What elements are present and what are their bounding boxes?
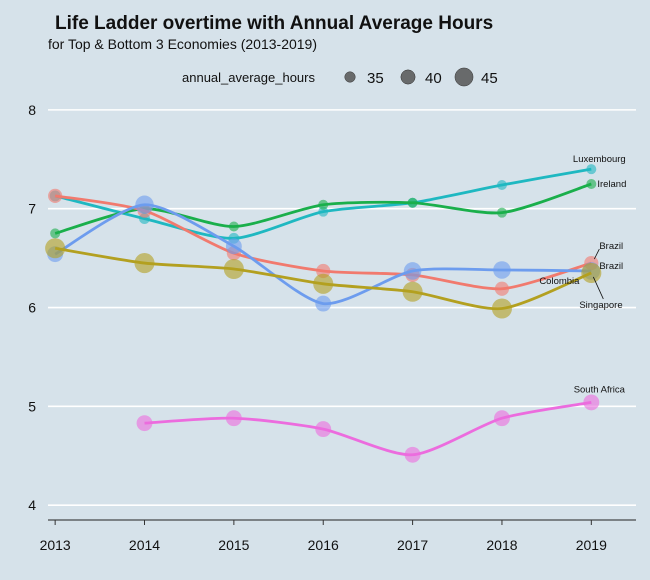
y-tick-label: 6 [28,300,36,316]
x-tick-label: 2013 [40,537,71,553]
legend-label: 40 [425,70,442,87]
x-tick-label: 2018 [486,537,517,553]
data-point [404,446,421,463]
data-point [313,273,334,294]
data-point [45,238,66,259]
annotation-label: Brazil [599,241,623,252]
legend-label: 35 [367,70,384,87]
data-point [586,179,597,189]
series-line-5 [144,401,592,457]
annotation-label: Ireland [597,179,626,190]
data-point [581,262,602,283]
data-point [496,179,507,190]
y-tick-label: 4 [28,497,36,513]
annotation-label: Brazil [599,261,623,272]
data-point [136,415,153,432]
y-tick-label: 7 [28,201,36,217]
data-point [225,238,242,255]
annotation-label: South Africa [574,384,626,395]
data-point [402,281,423,302]
y-tick-label: 5 [28,398,36,414]
x-tick-label: 2017 [397,537,428,553]
chart-subtitle: for Top & Bottom 3 Economies (2013-2019) [48,36,318,52]
legend-symbol [400,69,416,85]
data-point [494,281,510,296]
data-point [493,261,511,279]
x-tick-label: 2015 [218,537,249,553]
data-point [494,410,510,427]
annotation-label: Singapore [579,300,622,311]
annotation-leader [593,248,600,260]
data-point [403,262,422,280]
data-point [50,228,61,239]
annotation-label: Luxembourg [573,154,626,165]
legend-title: annual_average_hours [182,70,315,85]
data-point [135,195,154,214]
annotation-leader [592,276,604,300]
data-point [318,206,329,217]
data-point [315,295,332,312]
data-point [48,188,63,203]
annotation-label: Colombia [539,276,580,287]
data-point [318,199,329,210]
data-point [407,197,418,208]
legend-symbol [344,71,356,83]
data-point [228,221,239,232]
data-point [225,410,242,427]
data-point [315,421,332,438]
data-point [583,394,600,411]
legend-label: 45 [481,70,498,87]
x-tick-label: 2019 [576,537,607,553]
y-tick-label: 8 [28,102,36,118]
x-tick-label: 2014 [129,537,160,553]
data-point [223,258,244,280]
data-point [491,298,512,319]
legend-symbol [454,67,474,87]
data-point [496,207,507,218]
data-point [586,164,597,175]
data-point [134,253,155,274]
x-tick-label: 2016 [308,537,339,553]
chart-title: Life Ladder overtime with Annual Average… [55,13,494,34]
